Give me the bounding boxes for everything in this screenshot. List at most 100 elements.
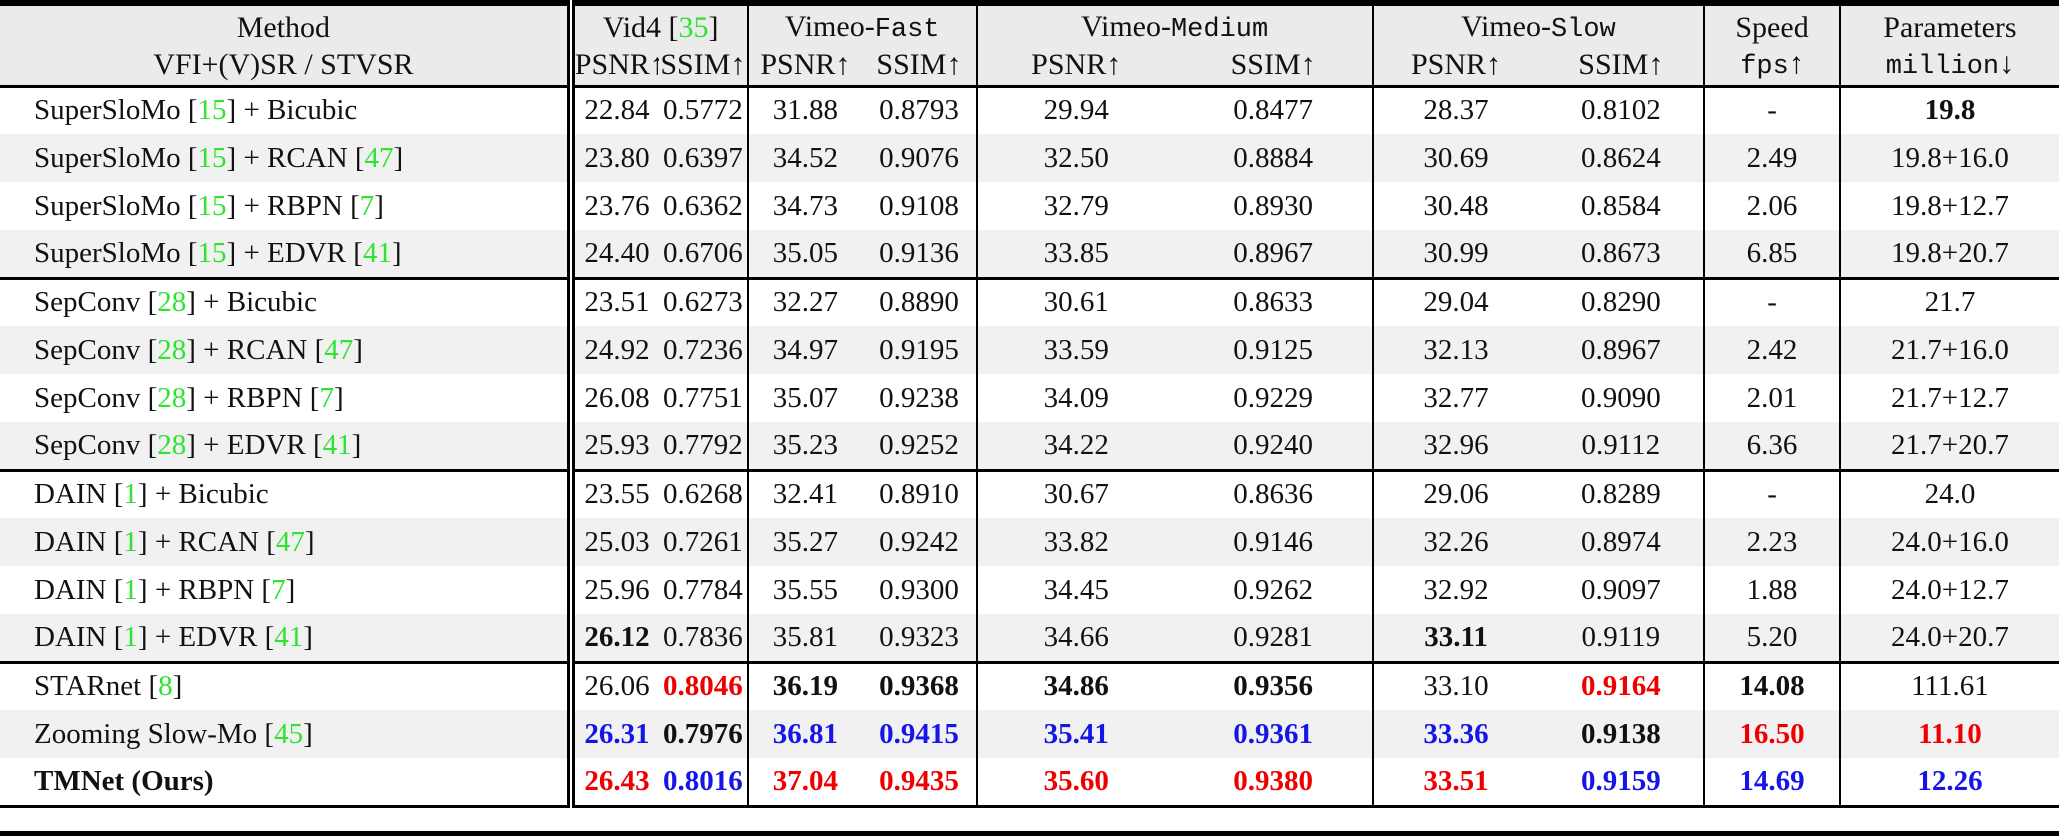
metric-cell: 0.9159 (1538, 758, 1706, 806)
metric-cell: 0.6706 (659, 230, 749, 280)
table-row: DAIN [1] + RBPN [7] 25.96 0.7784 35.55 0.930… (0, 566, 2059, 614)
text-segment: SuperSloMo [ (34, 189, 198, 222)
text-segment: PSNR↑ (574, 47, 660, 81)
metric-cell: 36.81 (772, 717, 839, 750)
metric-cell: 0.8890 (862, 278, 978, 326)
metric-cell: 0.9164 (1538, 662, 1706, 710)
metric-cell: 0.8584 (1538, 182, 1706, 230)
metric-cell: 31.88 (772, 94, 839, 127)
metric-column-header: million↓ (1839, 45, 2059, 88)
citation-ref: 28 (157, 286, 187, 319)
method-cell: TMNet (Ours) (0, 758, 575, 806)
metric-cell: 0.8967 (1538, 326, 1706, 374)
citation-ref: 7 (319, 381, 334, 414)
metric-cell: 0.9146 (1174, 518, 1374, 566)
metric-cell: 19.8+16.0 (1891, 141, 2009, 174)
text-segment: ] (304, 525, 315, 558)
metric-cell: 0.6273 (659, 278, 749, 326)
metric-column-header: PSNR↑ (976, 45, 1175, 88)
metric-cell: 33.82 (1043, 525, 1109, 558)
metric-cell: 0.9380 (1174, 758, 1374, 806)
text-segment: ] + RCAN [ (226, 141, 365, 174)
method-cell: DAIN [1] + Bicubic (0, 470, 575, 518)
metric-cell: 24.92 (584, 333, 650, 366)
method-cell: DAIN [1] + EDVR [41] (0, 614, 575, 664)
text-segment: ] + RCAN [ (186, 333, 325, 366)
metric-cell: 2.01 (1704, 374, 1841, 422)
text-segment: Zooming Slow-Mo [ (34, 717, 275, 750)
method-cell: SuperSloMo [15] + RBPN [7] (0, 182, 575, 230)
metric-cell: 5.20 (1704, 614, 1841, 664)
mono-text: million (1885, 52, 2000, 83)
metric-cell: 32.26 (1423, 525, 1489, 558)
text-segment: ] + RBPN [ (226, 189, 360, 222)
metric-cell: 34.97 (772, 333, 839, 366)
metric-cell: 1.88 (1704, 566, 1841, 614)
table-row: SepConv [28] + Bicubic 23.51 0.6273 32.27 0.… (0, 278, 2059, 326)
metric-cell: 0.8967 (1174, 230, 1374, 280)
metric-cell: 34.66 (976, 614, 1175, 664)
text-segment: ] + EDVR [ (137, 620, 275, 653)
text-segment: ] (353, 333, 363, 366)
table-row: STARnet [8] 26.06 0.8046 36.19 0.9368 34.86 0.… (0, 662, 2059, 710)
metric-cell: 26.12 (570, 614, 660, 664)
text-segment: ] (391, 236, 402, 269)
metric-cell: 35.23 (747, 422, 863, 472)
metric-cell: - (1704, 278, 1841, 326)
citation-ref: 47 (275, 525, 305, 558)
citation-ref: 28 (157, 381, 187, 414)
text-segment: DAIN [ (34, 620, 124, 653)
text-segment: SSIM↑ (1230, 47, 1316, 81)
method-cell: SuperSloMo [15] + Bicubic (0, 86, 575, 134)
metric-cell: 0.9112 (1538, 422, 1706, 472)
metric-cell: 24.0+12.7 (1891, 573, 2009, 606)
citation-ref: 41 (274, 620, 304, 653)
metric-cell: 2.42 (1704, 326, 1841, 374)
metric-cell: 32.79 (1043, 189, 1109, 222)
citation-ref: 1 (123, 573, 138, 606)
text-segment: Vid4 [ (602, 10, 679, 44)
metric-cell: 0.6397 (659, 134, 749, 182)
method-cell: SepConv [28] + RBPN [7] (0, 374, 575, 422)
metric-cell: 19.8 (1924, 94, 1976, 127)
method-cell: DAIN [1] + RCAN [47] (0, 518, 575, 566)
metric-cell: 0.9361 (1174, 710, 1374, 758)
mono-text: Medium (1170, 15, 1269, 45)
method-column-header: Method (0, 3, 575, 45)
citation-ref: 45 (274, 717, 304, 750)
mono-text: Slow (1550, 15, 1616, 45)
metric-cell: 35.60 (1043, 764, 1109, 797)
metric-cell: 0.7236 (659, 326, 749, 374)
metric-cell: 0.5772 (659, 86, 749, 134)
metric-cell: 0.6362 (659, 182, 749, 230)
metric-cell: 14.08 (1704, 662, 1841, 710)
metric-cell: 33.11 (1372, 614, 1539, 664)
text-segment: SSIM↑ (876, 47, 962, 81)
metric-cell: 0.9090 (1538, 374, 1706, 422)
method-cell: Zooming Slow-Mo [45] (0, 710, 575, 758)
metric-cell: 0.9229 (1174, 374, 1374, 422)
table-row: SepConv [28] + RBPN [7] 26.08 0.7751 35.07 0… (0, 374, 2059, 422)
method-cell: SepConv [28] + Bicubic (0, 278, 575, 326)
metric-cell: 32.96 (1372, 422, 1539, 472)
text-segment: DAIN [ (34, 478, 124, 511)
metric-cell: 0.8673 (1538, 230, 1706, 280)
text-segment: ] + Bicubic (137, 478, 269, 511)
metric-cell: 0.8633 (1174, 278, 1374, 326)
metric-cell: 37.04 (772, 764, 839, 797)
metric-cell: - (1704, 86, 1841, 134)
citation-ref: 41 (322, 428, 352, 461)
text-segment: ] + Bicubic (186, 286, 317, 319)
metric-cell: 35.55 (772, 573, 839, 606)
metric-cell: 25.96 (584, 573, 650, 606)
table-row: DAIN [1] + EDVR [41] 26.12 0.7836 35.81 0.93… (0, 614, 2059, 664)
metric-cell: 25.93 (570, 422, 660, 472)
citation-ref: 7 (359, 189, 375, 222)
citation-ref: 1 (123, 525, 138, 558)
metric-cell: 0.9076 (862, 134, 978, 182)
metric-cell: 14.69 (1704, 758, 1841, 806)
metric-cell: - (1704, 470, 1841, 518)
group-header: Vid4 [35] (570, 3, 749, 45)
text-segment: Speed (1735, 10, 1809, 44)
